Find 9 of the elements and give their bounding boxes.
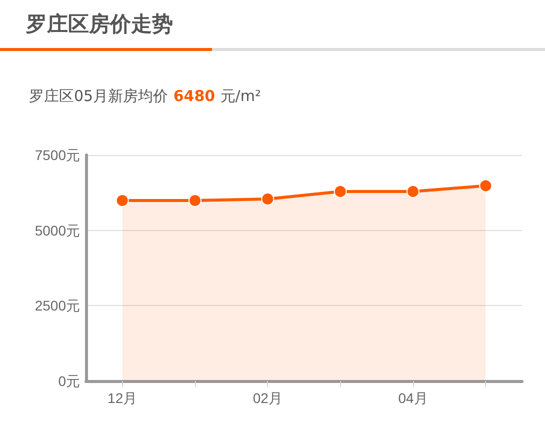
y-tick-label: 5000元 <box>34 222 80 238</box>
y-tick-label: 0元 <box>58 373 80 389</box>
y-tick-label: 7500元 <box>34 147 80 163</box>
x-tick-label: 12月 <box>108 390 138 406</box>
chart-title: 罗庄区房价走势 <box>26 11 173 38</box>
chart-subtitle: 罗庄区05月新房均价 6480 元/m² <box>29 87 261 105</box>
y-tick-label: 2500元 <box>34 298 80 314</box>
x-tick-label: 04月 <box>398 390 428 406</box>
x-tick-label: 02月 <box>252 390 282 406</box>
